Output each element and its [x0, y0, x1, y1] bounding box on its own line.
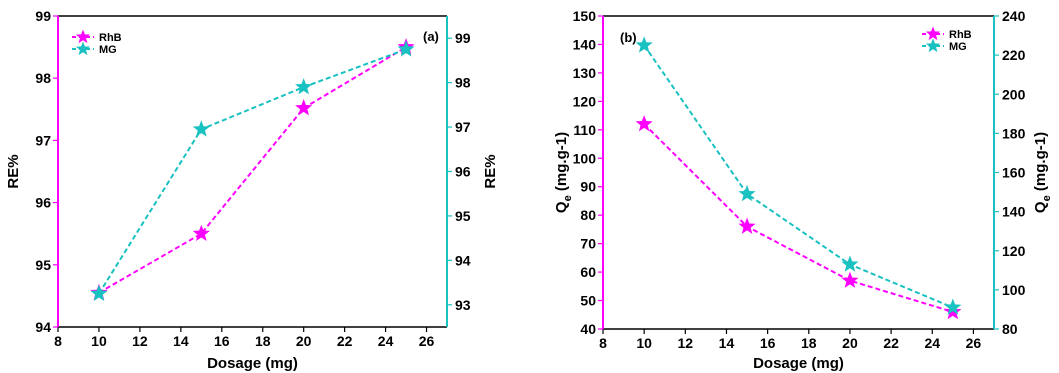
x-tick-label: 14	[173, 333, 189, 349]
left-y-tick-label: 80	[580, 207, 596, 223]
legend-marker-mg	[925, 38, 941, 53]
left-y-tick-label: 97	[35, 132, 51, 148]
left-y-tick-label: 99	[35, 8, 51, 24]
x-axis-title: Dosage (mg)	[753, 355, 844, 372]
right-y-tick-label: 93	[455, 297, 471, 313]
right-y-tick-label: 97	[455, 119, 471, 135]
x-tick-label: 8	[599, 335, 607, 351]
right-y-tick-label: 98	[455, 75, 471, 91]
right-y-axis-title-subscript: e	[1041, 195, 1053, 201]
x-tick-label: 26	[419, 333, 435, 349]
panel-label: (a)	[423, 29, 439, 44]
right-y-tick-label: 160	[1002, 165, 1026, 181]
x-tick-label: 16	[214, 333, 230, 349]
right-y-tick-label: 140	[1002, 204, 1026, 220]
data-point-rhb	[738, 217, 756, 234]
x-tick-label: 22	[337, 333, 353, 349]
x-axis-title: Dosage (mg)	[207, 355, 298, 372]
left-y-tick-label: 140	[573, 36, 597, 52]
right-y-tick-label: 200	[1002, 86, 1026, 102]
series-line-mg	[98, 48, 407, 295]
data-point-rhb	[841, 271, 859, 288]
panel-label: (b)	[620, 30, 637, 45]
left-y-axis-title-main: Q	[553, 201, 570, 213]
data-point-mg	[738, 185, 756, 202]
x-tick-label: 8	[54, 333, 62, 349]
right-y-tick-label: 180	[1002, 125, 1026, 141]
left-y-tick-label: 96	[35, 195, 51, 211]
left-y-tick-label: 94	[35, 319, 51, 335]
left-y-tick-label: 98	[35, 70, 51, 86]
x-tick-label: 12	[678, 335, 694, 351]
x-tick-label: 18	[801, 335, 817, 351]
left-y-tick-label: 110	[573, 122, 596, 138]
right-y-tick-label: 80	[1002, 321, 1018, 337]
legend-label-rhb: RhB	[949, 29, 972, 41]
right-y-tick-label: 95	[455, 208, 471, 224]
legend-label-rhb: RhB	[99, 32, 122, 44]
data-point-rhb	[192, 224, 210, 241]
x-tick-label: 20	[296, 333, 312, 349]
right-y-axis-title-units: (mg.g-1)	[1032, 132, 1049, 195]
right-y-tick-label: 100	[1002, 282, 1026, 298]
right-y-tick-label: 99	[455, 30, 471, 46]
right-y-axis-title: RE%	[482, 154, 499, 188]
data-point-mg	[90, 284, 108, 301]
x-tick-label: 18	[255, 333, 271, 349]
left-y-tick-label: 70	[580, 236, 596, 252]
chart-panel-a: 8 10 12 14 16 18 20 22 24 26 94 95 96 97 98 99 93 94 95 96 9…	[5, 8, 499, 372]
left-y-tick-label: 40	[580, 321, 596, 337]
legend-marker-rhb	[75, 29, 91, 44]
x-tick-label: 20	[842, 335, 858, 351]
left-y-axis-title-subscript: e	[562, 195, 574, 201]
x-tick-label: 24	[378, 333, 394, 349]
right-y-axis-title: Qe (mg.g-1)	[1032, 132, 1053, 213]
right-y-tick-label: 96	[455, 164, 471, 180]
left-y-tick-label: 100	[573, 150, 597, 166]
right-y-tick-label: 120	[1002, 243, 1026, 259]
legend-label-mg: MG	[99, 44, 117, 56]
left-y-tick-label: 130	[573, 65, 597, 81]
right-y-axis-title-main: Q	[1032, 201, 1049, 213]
chart-panel-b: 8 10 12 14 16 18 20 22 24 26 40 50 60 70 80 90 100 110 120…	[553, 8, 1053, 372]
left-y-tick-label: 90	[580, 179, 596, 195]
x-tick-label: 26	[966, 335, 982, 351]
legend-label-mg: MG	[949, 41, 967, 53]
right-y-tick-label: 220	[1002, 47, 1026, 63]
legend-marker-mg	[75, 41, 91, 56]
left-y-tick-label: 60	[580, 264, 596, 280]
data-point-rhb	[635, 115, 653, 132]
left-y-tick-label: 95	[35, 257, 51, 273]
x-tick-label: 10	[91, 333, 107, 349]
data-point-mg	[397, 40, 415, 57]
left-y-tick-label: 120	[573, 93, 597, 109]
series-line-rhb	[643, 123, 954, 313]
x-tick-label: 10	[636, 335, 652, 351]
data-point-mg	[841, 255, 859, 272]
x-tick-label: 24	[924, 335, 940, 351]
left-y-axis-title: Qe (mg.g-1)	[553, 132, 574, 213]
data-point-mg	[295, 78, 313, 95]
x-tick-label: 12	[132, 333, 148, 349]
series-line-mg	[643, 44, 954, 309]
left-y-axis-title-units: (mg.g-1)	[553, 132, 570, 195]
x-tick-label: 22	[883, 335, 899, 351]
right-y-tick-label: 240	[1002, 8, 1026, 24]
x-tick-label: 14	[719, 335, 735, 351]
data-point-rhb	[295, 99, 313, 116]
right-y-tick-label: 94	[455, 252, 471, 268]
legend-marker-rhb	[925, 26, 941, 41]
left-y-tick-label: 50	[580, 293, 596, 309]
left-y-tick-label: 150	[573, 8, 597, 24]
data-point-mg	[192, 120, 210, 137]
series-line-rhb	[98, 46, 407, 294]
data-point-mg	[944, 298, 962, 315]
left-y-axis-title: RE%	[5, 154, 22, 188]
data-point-mg	[635, 36, 653, 53]
x-tick-label: 16	[760, 335, 776, 351]
